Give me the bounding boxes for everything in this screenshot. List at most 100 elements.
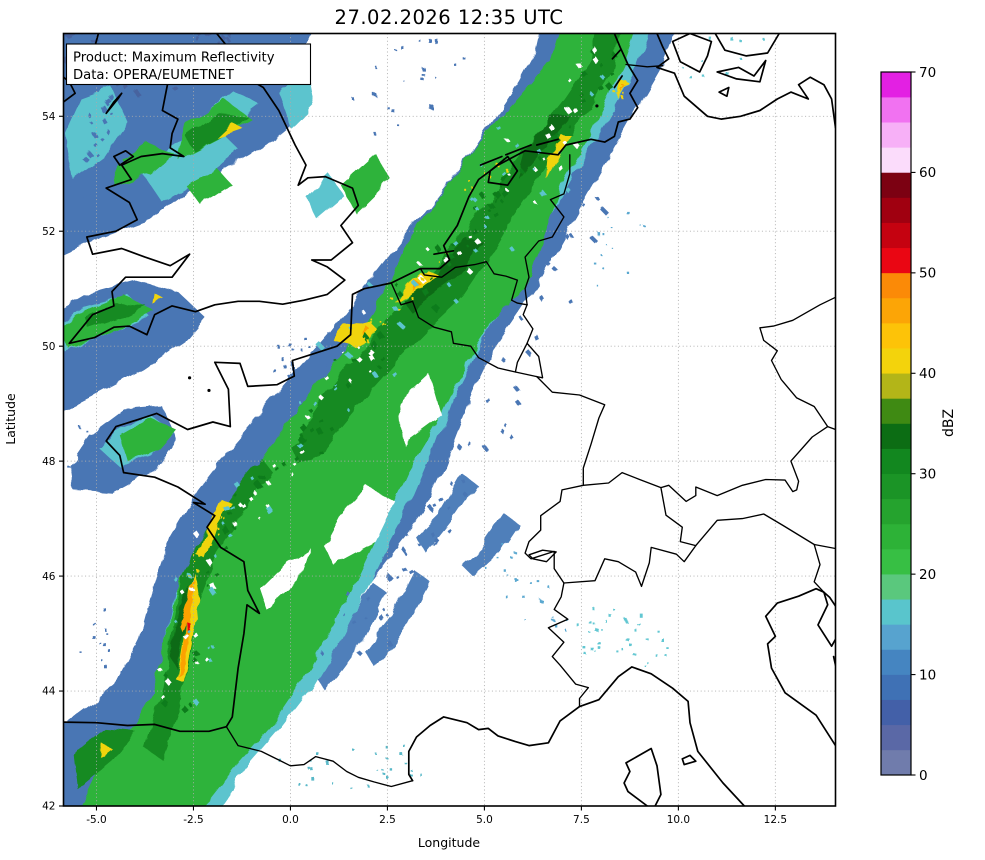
axis-ticks: -5.0 -2.5 0.0 2.5 5.0 7.5 10.0 12.5 42 44 46 48 50 52… bbox=[42, 111, 787, 826]
y-tick-label: 50 bbox=[42, 341, 55, 353]
y-tick-label: 52 bbox=[42, 226, 55, 238]
x-tick-label: 5.0 bbox=[476, 814, 493, 826]
small-island-dot bbox=[595, 104, 599, 108]
colorbar-segment bbox=[881, 573, 911, 600]
x-tick-label: 0.0 bbox=[282, 814, 299, 826]
coastline-path bbox=[671, 33, 713, 73]
speckles-band-cyan-texture bbox=[173, 73, 606, 706]
coastline-path bbox=[535, 138, 559, 146]
x-tick-label: -2.5 bbox=[183, 814, 204, 826]
colorbar-segment bbox=[881, 548, 911, 575]
country-border-path bbox=[625, 63, 664, 68]
echo-region-yellow-pennines bbox=[216, 123, 244, 139]
coastline-path bbox=[487, 155, 519, 187]
colorbar-segment bbox=[881, 724, 911, 751]
coastline-path bbox=[681, 754, 697, 766]
speckles-biscay bbox=[81, 607, 111, 667]
country-border-path bbox=[547, 582, 590, 708]
x-tick-label: 2.5 bbox=[379, 814, 396, 826]
colorbar-tick-label: 20 bbox=[919, 567, 936, 583]
echo-region-hole-north-sea bbox=[321, 81, 380, 157]
colorbar-segment bbox=[881, 247, 911, 274]
speckles-pyrenees-south bbox=[279, 745, 422, 789]
country-border-path bbox=[390, 282, 538, 378]
colorbar-segment bbox=[881, 322, 911, 349]
speckles-po-valley bbox=[579, 607, 669, 666]
colorbar-tick-label: 40 bbox=[919, 366, 936, 382]
coastline-path bbox=[714, 33, 781, 57]
coastline-path bbox=[63, 33, 639, 733]
speckles-yellow-bight-flecks bbox=[613, 80, 628, 99]
echo-region-yellow-devon bbox=[152, 293, 163, 305]
colorbar-segment bbox=[881, 297, 911, 324]
coastline-path bbox=[817, 591, 836, 648]
y-tick-label: 46 bbox=[42, 571, 56, 583]
y-tick-label: 48 bbox=[42, 456, 55, 468]
colorbar-segment bbox=[881, 423, 911, 449]
colorbar-tick-label: 0 bbox=[919, 768, 928, 784]
echo-region-cyan-irish-sea bbox=[65, 87, 128, 180]
echo-region-cyan-east-anglia bbox=[306, 173, 345, 220]
echo-region-hole-midlands bbox=[201, 179, 279, 232]
speckles-germany-specks bbox=[593, 211, 646, 285]
country-border-path bbox=[827, 425, 836, 431]
colorbar-tick-label: 10 bbox=[919, 667, 936, 683]
colorbar-segment bbox=[881, 448, 911, 475]
colorbar-segment bbox=[881, 197, 911, 223]
echo-region-dark-devon bbox=[84, 303, 147, 329]
speckles-band-dark-texture bbox=[160, 47, 618, 714]
echo-region-orange-dover bbox=[362, 324, 370, 335]
coastline-path bbox=[433, 249, 455, 256]
coastline-path bbox=[716, 59, 767, 83]
speckles-irish-sea-blue bbox=[63, 74, 135, 227]
colorbar-segment bbox=[881, 121, 911, 148]
colorbar-segment bbox=[881, 347, 911, 374]
product-label: Product: Maximum Reflectivity bbox=[73, 51, 275, 66]
colorbar-segment bbox=[881, 624, 911, 650]
echo-region-yellow-nw-germany bbox=[546, 133, 570, 180]
country-border-path bbox=[419, 261, 528, 306]
coastline-path bbox=[113, 149, 135, 166]
colorbar-segment bbox=[881, 172, 911, 198]
speckles-north-sea-specks bbox=[351, 39, 465, 136]
country-border-path bbox=[660, 425, 829, 503]
product-annotation-box: Product: Maximum Reflectivity Data: OPER… bbox=[65, 43, 312, 86]
colorbar-segment bbox=[881, 222, 911, 249]
y-axis-label: Latitude bbox=[3, 393, 18, 445]
plot-frame bbox=[62, 32, 837, 807]
echo-region-green-brittany bbox=[119, 418, 176, 462]
colorbar-segment bbox=[881, 372, 911, 399]
colorbar-label: dBZ bbox=[941, 409, 957, 437]
echo-region-hole-champagne bbox=[399, 374, 442, 444]
x-axis-label: Longitude bbox=[418, 835, 480, 850]
x-tick-label: 10.0 bbox=[667, 814, 690, 826]
coastline-path bbox=[105, 92, 123, 115]
country-border-path bbox=[514, 342, 544, 379]
colorbar-segment bbox=[881, 96, 911, 123]
coastline-path bbox=[407, 666, 746, 806]
echo-region-yellow-bight bbox=[618, 78, 628, 99]
country-border-path bbox=[528, 549, 557, 563]
speckles-west-brittany-sea bbox=[66, 426, 105, 483]
country-border-path bbox=[813, 543, 825, 593]
speckles-band-white-texture bbox=[157, 46, 599, 699]
echo-region-cyan-wales-midlands bbox=[139, 127, 240, 203]
x-tick-label: -5.0 bbox=[86, 814, 107, 826]
colorbar-segment bbox=[881, 699, 911, 726]
data-source-label: Data: OPERA/EUMETNET bbox=[73, 68, 235, 83]
echo-region-hole-cotentin bbox=[212, 363, 256, 404]
speckles-alps bbox=[485, 544, 570, 631]
echo-region-streak-jura bbox=[461, 512, 520, 577]
plot-area bbox=[62, 32, 837, 807]
colorbar-segment bbox=[881, 147, 911, 173]
x-tick-label: 12.5 bbox=[764, 814, 787, 826]
basemap-layer bbox=[63, 33, 836, 806]
y-tick-label: 42 bbox=[42, 801, 55, 813]
colorbar-segment bbox=[881, 598, 911, 625]
echo-region-yellow-vendee bbox=[197, 498, 231, 559]
small-island-dot bbox=[207, 388, 211, 393]
coastline-path bbox=[623, 747, 662, 806]
coastline-path bbox=[68, 33, 360, 345]
